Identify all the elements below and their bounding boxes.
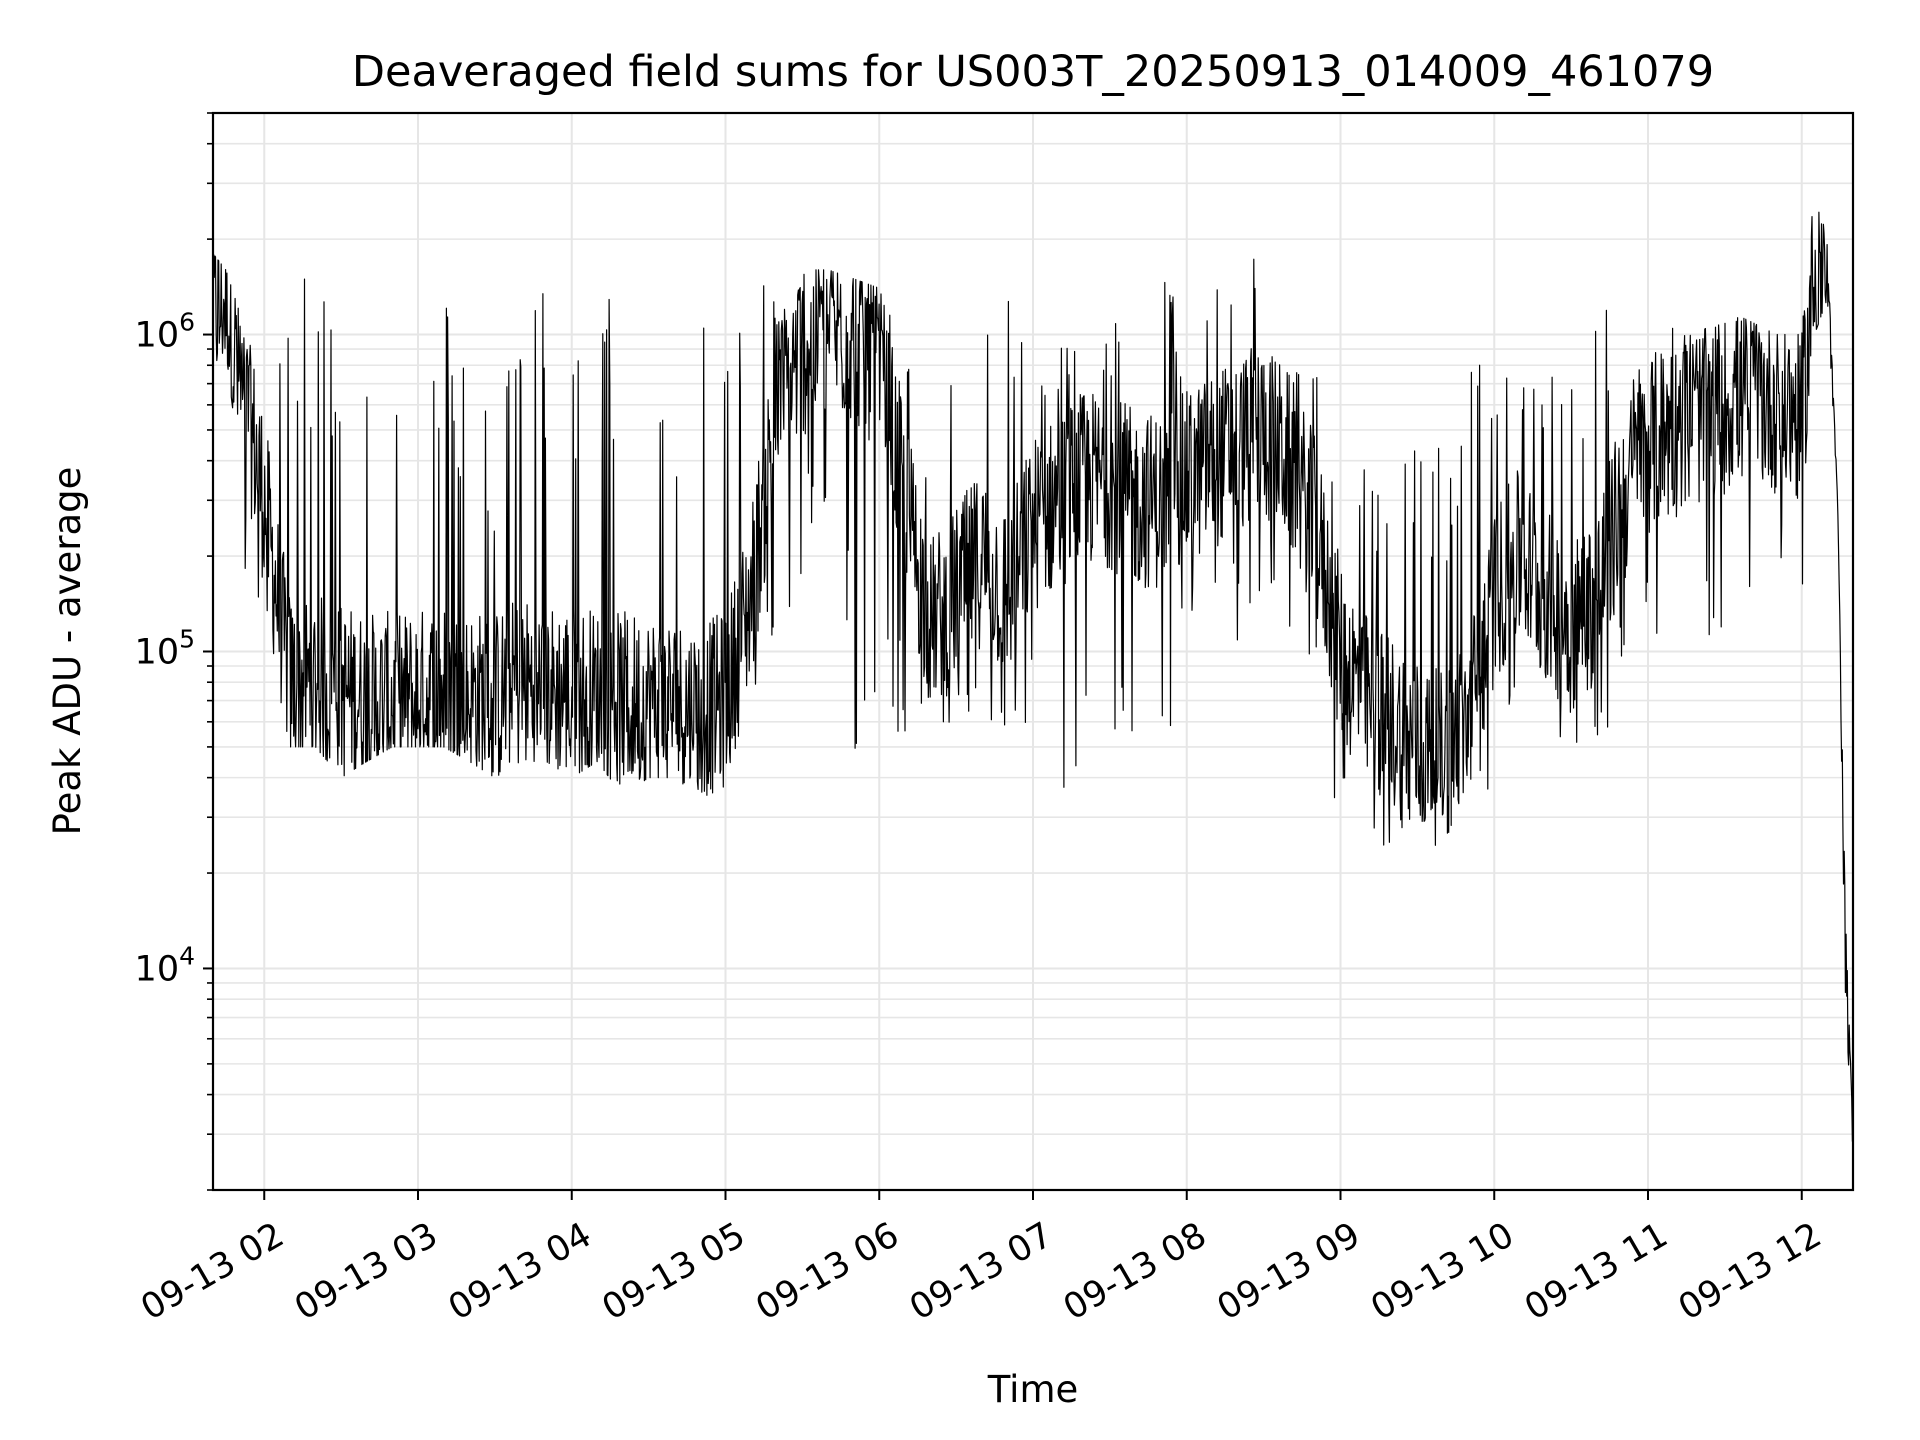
y-tick-exponent: 4 xyxy=(179,941,195,970)
y-axis-label: Peak ADU - average xyxy=(46,467,89,836)
y-tick-exponent: 5 xyxy=(179,625,195,654)
y-tick-exponent: 6 xyxy=(179,308,195,337)
x-axis-label: Time xyxy=(987,1368,1079,1411)
chart-title: Deaveraged field sums for US003T_2025091… xyxy=(352,47,1714,97)
gridlines xyxy=(213,112,1853,1191)
data-layer xyxy=(212,211,1854,1142)
series-line xyxy=(212,211,1854,1142)
